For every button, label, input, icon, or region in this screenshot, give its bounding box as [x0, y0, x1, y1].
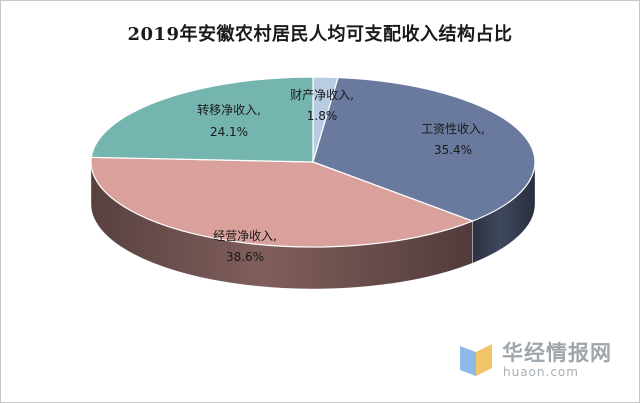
pie-side-shade-2-0: [91, 162, 473, 289]
slice-value-label-1: 35.4%: [434, 143, 472, 157]
pie-side-shade-1-0: [472, 162, 535, 264]
slice-name-label-1: 工资性收入,: [421, 122, 485, 136]
watermark-name: 华经情报网: [502, 341, 612, 365]
pie-slice-3: [90, 76, 314, 163]
pie-slice-2: [90, 156, 475, 248]
watermark: 华经情报网 huaon.com: [456, 336, 631, 384]
watermark-url: huaon.com: [503, 365, 579, 379]
slice-name-label-0: 财产净收入,: [290, 88, 354, 102]
chart-title: 2019年安徽农村居民人均可支配收入结构占比: [127, 24, 513, 45]
slice-value-label-3: 24.1%: [210, 125, 248, 139]
slice-value-label-2: 38.6%: [226, 250, 264, 264]
huajing-logo-icon: [460, 344, 492, 376]
slice-value-label-0: 1.8%: [307, 109, 338, 123]
slice-name-label-2: 经营净收入,: [213, 229, 277, 243]
pie-slice-1: [312, 76, 536, 222]
slice-name-label-3: 转移净收入,: [197, 102, 261, 117]
